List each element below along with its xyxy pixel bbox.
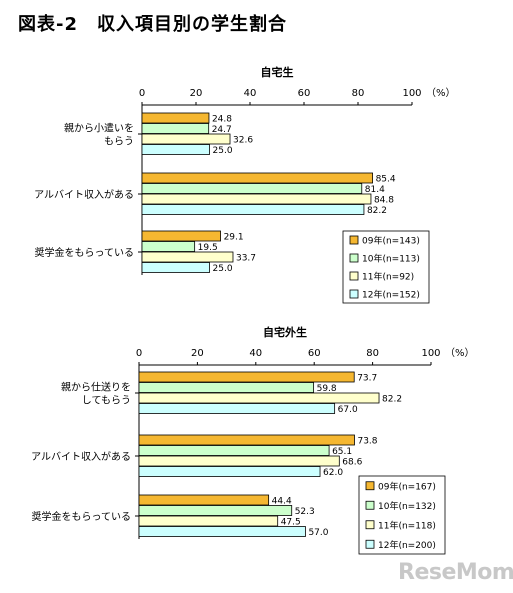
x-tick-label: 40 [249,348,262,359]
chart-title: 自宅生 [261,65,294,79]
legend-swatch [349,271,359,281]
bar [138,515,279,527]
category-label: アルバイト収入がある [34,188,134,201]
category-label: 奨学金をもらっている [35,246,135,259]
data-label: 25.0 [213,264,233,274]
bar [141,123,210,134]
data-label: 67.0 [338,405,358,415]
data-label: 32.6 [233,136,253,146]
bar [138,466,321,477]
x-tick-label: 0 [139,88,145,99]
category-label: アルバイト収入がある [31,450,131,463]
data-label: 65.1 [332,447,352,457]
data-label: 73.8 [357,437,377,447]
bar [141,204,365,215]
legend-swatch [365,520,375,530]
category-label: 親から小遣いを [64,122,134,135]
bar [138,434,355,446]
x-tick-label: 40 [244,88,257,99]
legend-label: 10年(n=132) [378,500,436,512]
legend-swatch [365,481,375,491]
data-label: 29.1 [224,233,244,243]
data-label: 52.3 [295,507,315,517]
legend-swatch [349,235,359,245]
data-label: 82.2 [382,395,402,405]
bar [141,262,210,273]
legend-label: 09年(n=167) [378,480,436,492]
legend-swatch [349,289,359,299]
data-label: 82.2 [367,206,387,216]
x-tick-label: 20 [191,348,204,359]
legend-label: 11年(n=118) [378,519,436,531]
bar [138,494,270,506]
bar [138,382,315,393]
bar [138,392,380,404]
bar [141,172,373,184]
bar [141,183,363,194]
category-label: 奨学金をもらっている [32,510,132,523]
data-label: 25.0 [213,146,233,156]
data-label: 57.0 [308,528,328,538]
x-tick-label: 80 [352,88,365,99]
legend-label: 12年(n=200) [378,539,436,551]
bar [138,455,340,467]
data-label: 73.7 [357,374,377,384]
bar [141,241,196,252]
data-label: 33.7 [236,254,256,264]
data-label: 81.4 [365,185,385,195]
bar [138,403,336,414]
data-label: 24.7 [212,125,232,135]
x-tick-label: 0 [136,348,142,359]
data-label: 85.4 [376,175,396,185]
figure-title: 図表-2 収入項目別の学生割合 [18,14,287,35]
bar [141,112,210,124]
x-tick-label: 100 [402,88,421,99]
x-tick-label: 60 [308,348,321,359]
data-label: 84.8 [374,196,394,206]
x-tick-label: 20 [190,88,203,99]
legend-label: 12年(n=152) [362,289,420,301]
bar [138,371,355,383]
bar [138,526,306,537]
category-label: してもらう [82,395,131,407]
bar [141,230,221,242]
bar [138,445,330,456]
legend-swatch [349,253,359,263]
x-tick-label: 60 [298,88,311,99]
x-tick-label: 80 [366,348,379,359]
data-label: 47.5 [281,518,301,528]
data-label: 68.6 [342,458,362,468]
category-label: もらう [104,136,134,148]
resemom-watermark-logo: ReseMom [398,560,513,585]
chart-title: 自宅外生 [263,325,307,339]
bar [138,505,293,516]
data-label: 59.8 [317,384,337,394]
data-label: 24.8 [212,115,232,125]
legend-label: 09年(n=143) [362,235,420,247]
bar [141,133,231,145]
x-tick-label: 100 [421,348,440,359]
category-label: 親から仕送りを [61,381,131,394]
legend-swatch [365,539,375,549]
x-axis-unit: （%） [426,87,456,99]
bar [141,193,372,205]
x-axis-unit: （%） [445,347,475,359]
data-label: 19.5 [198,243,218,253]
legend-label: 11年(n=92) [362,271,414,283]
legend-label: 10年(n=113) [362,253,420,265]
bar [141,251,234,263]
data-label: 44.4 [272,497,292,507]
legend-swatch [365,500,375,510]
bar [141,144,210,155]
data-label: 62.0 [323,468,343,478]
